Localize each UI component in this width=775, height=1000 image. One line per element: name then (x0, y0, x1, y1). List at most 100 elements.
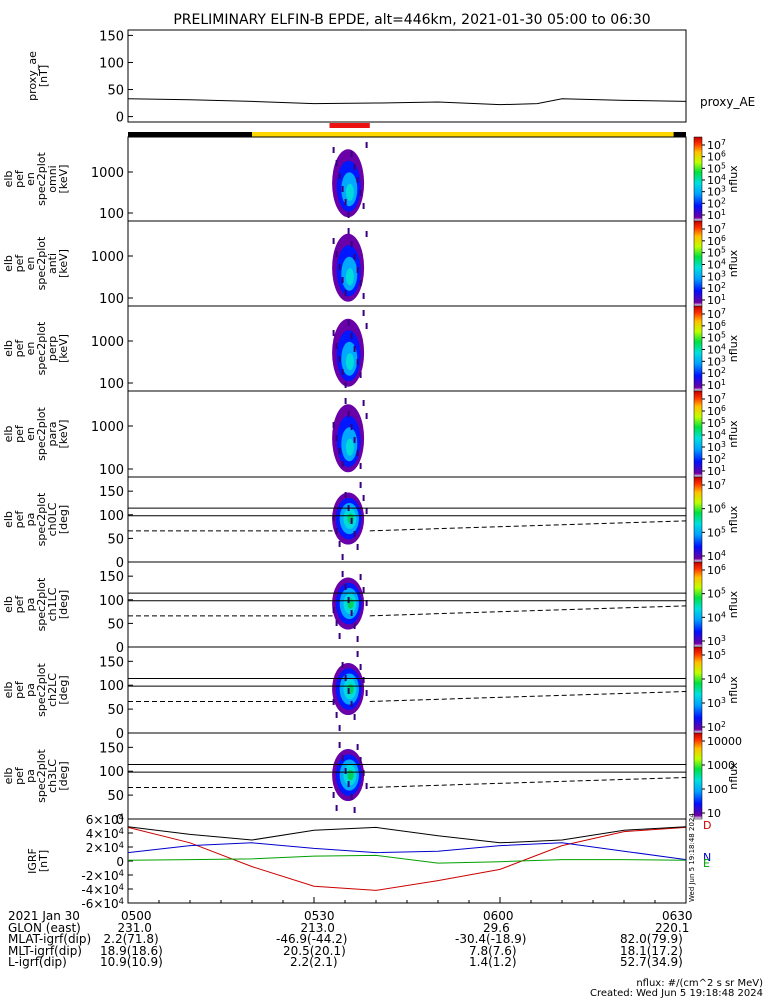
colorbar-label: 106 (707, 502, 726, 516)
ylabel-line: elb (2, 255, 15, 272)
colorbar-label: 102 (707, 366, 726, 380)
ylabel-line: proxy_ae (26, 51, 39, 101)
colorbar-label: 107 (707, 392, 726, 406)
spectrogram-speckle (350, 151, 353, 157)
panel-frame (127, 476, 687, 563)
spectrogram-speckle (335, 435, 338, 441)
spectrogram-speckle (353, 254, 356, 260)
colorbar-label: 102 (707, 196, 726, 210)
footer-value: 0530 (304, 909, 335, 923)
ylabel-line: spec2plot (35, 663, 48, 717)
spectrogram-speckle (347, 320, 350, 326)
ylabel-line: pef (13, 680, 26, 699)
colorbar-label: 105 (707, 331, 726, 345)
ylabel-line: spec2plot (35, 749, 48, 803)
ylabel-line: elb (2, 596, 15, 613)
spectrogram-blob (347, 769, 354, 781)
ylabel-line: elb (2, 768, 15, 785)
spectrogram-speckle (356, 267, 359, 273)
ylabel-line: elb (2, 171, 15, 188)
ylabel-line: [deg] (57, 505, 70, 534)
status-bar-yellow (252, 132, 674, 137)
spectrogram-speckle (353, 531, 356, 537)
igrf-series-total (127, 826, 687, 844)
colorbar-label: 105 (707, 587, 726, 601)
ytick-label: 100 (99, 207, 124, 222)
ytick-label: 6×104 (86, 812, 124, 827)
panel-frame (127, 220, 687, 307)
ytick-label: 0 (116, 727, 124, 742)
colorbar (693, 476, 703, 563)
colorbar-label: 1000 (707, 759, 735, 772)
spectrogram-speckle (356, 177, 359, 183)
ytick-label: 0 (116, 813, 124, 828)
igrf-legend-E: E (703, 857, 710, 870)
ylabel-line: [nT] (37, 65, 50, 87)
colorbar-label: 103 (707, 269, 726, 283)
colorbar-label: 107 (707, 478, 726, 492)
colorbar-label: 103 (707, 440, 726, 454)
colorbar-label: 103 (707, 354, 726, 368)
spectrogram-speckle (350, 610, 353, 616)
ytick-label: 150 (99, 29, 124, 44)
footer-value: -46.9(-44.2) (276, 932, 348, 946)
colorbar-label: 102 (707, 452, 726, 466)
footer-value: 0500 (121, 909, 152, 923)
footer-value: 0600 (483, 909, 514, 923)
ytick-label: 150 (99, 570, 124, 585)
ylabel-line: omni (46, 165, 59, 192)
ylabel-line: pa (24, 598, 37, 612)
footer-row-label: MLAT-igrf(dip) (8, 932, 92, 946)
spectrogram-speckle (365, 323, 368, 329)
status-bar-black (128, 132, 252, 137)
panel-frame (127, 29, 687, 123)
ylabel-line: pef (13, 339, 26, 358)
ytick-label: 150 (99, 741, 124, 756)
proxy-ae-line (127, 98, 687, 106)
orbit-status-bars (128, 123, 686, 137)
footer-value: 52.7(34.9) (620, 955, 683, 969)
colorbar-label: 102 (707, 720, 726, 734)
ylabel-line: [deg] (57, 675, 70, 704)
colorbar (693, 390, 703, 478)
spectrogram-speckle (347, 228, 350, 234)
ylabel-line: [keV] (57, 420, 70, 449)
spectrogram-speckle (338, 448, 341, 454)
colorbar-label: 104 (707, 258, 726, 272)
footer-value: 231.0 (117, 920, 152, 935)
footer-value: 18.9(18.6) (100, 943, 163, 958)
ylabel-line: spec2plot (35, 492, 48, 546)
spectrogram-speckle (350, 333, 353, 339)
ylabel-line: spec2plot (35, 321, 48, 375)
panel-IGRF: IGRF[nT]6×1044×1042×1040-2×104-4×104-6×1… (26, 812, 711, 911)
spectrogram-speckle (332, 147, 335, 153)
ytick-label: 0 (116, 556, 124, 571)
colorbar-label: 104 (707, 343, 726, 357)
spectrogram-speckle (362, 310, 365, 316)
spectrogram-speckle (332, 330, 335, 336)
spectrogram-speckle (341, 186, 344, 192)
ylabel-line: anti (46, 253, 59, 274)
footer-value: 82.0(79.9) (620, 932, 683, 946)
spectrogram-speckle (356, 744, 359, 750)
footer-value: 18.1(17.2) (620, 943, 683, 958)
spectrogram-speckle (365, 690, 368, 696)
ylabel-line: pef (13, 254, 26, 273)
spectrogram-speckle (344, 290, 347, 296)
chart-panels: proxy_ae[nT]150100500proxy_AEelbpefenspe… (2, 29, 755, 911)
ytick-label: 50 (107, 703, 124, 718)
figure-title: PRELIMINARY ELFIN-B EPDE, alt=446km, 202… (173, 12, 650, 28)
colorbar-title: nflux (727, 676, 740, 704)
spectrogram-speckle (353, 623, 356, 629)
ytick-label: 50 (107, 617, 124, 632)
igrf-legend-D: D (703, 819, 711, 832)
spectrogram-speckle (344, 398, 347, 404)
ylabel-line: pef (13, 595, 26, 614)
ylabel-line: pef (13, 510, 26, 529)
ylabel-line: [deg] (57, 590, 70, 619)
ylabel-line: spec2plot (35, 152, 48, 206)
